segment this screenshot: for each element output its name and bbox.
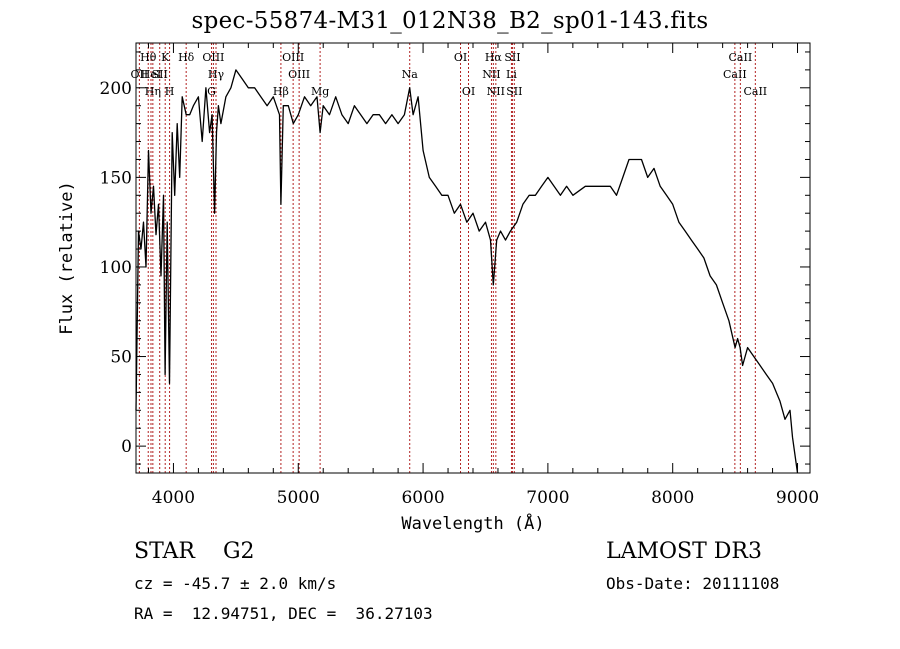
spectral-line-label: Hδ xyxy=(178,51,195,64)
spectral-line-label: Hα xyxy=(485,51,503,64)
y-tick-label: 50 xyxy=(110,348,132,368)
x-tick-label: 5000 xyxy=(277,488,320,508)
spectral-line-label: OII xyxy=(131,68,149,81)
y-tick-label: 150 xyxy=(100,168,132,188)
chart-title: spec-55874-M31_012N38_B2_sp01-143.fits xyxy=(191,8,709,34)
spectrum-line xyxy=(135,69,799,474)
spectral-line-label: Hθ xyxy=(140,51,157,64)
spectral-line-label: CaII xyxy=(729,51,753,64)
x-axis-label: Wavelength (Å) xyxy=(401,512,544,534)
spectral-line-label: OI xyxy=(462,85,475,98)
y-tick-label: 100 xyxy=(100,258,132,278)
spectral-line-label: OIII xyxy=(282,51,304,64)
spectral-line-label: OI xyxy=(454,51,467,64)
y-tick-label: 0 xyxy=(121,437,132,457)
survey-name: LAMOST DR3 xyxy=(606,539,762,564)
y-axis-label: Flux (relative) xyxy=(57,181,77,335)
spectral-line-label: NII xyxy=(487,85,505,98)
spectral-line-label: SII xyxy=(504,51,520,64)
coordinates-readout: RA = 12.94751, DEC = 36.27103 xyxy=(134,604,433,623)
spectral-line-label: NII xyxy=(482,68,500,81)
velocity-readout: cz = -45.7 ± 2.0 km/s xyxy=(134,574,337,593)
object-class: STAR G2 xyxy=(134,539,255,564)
y-tick-label: 200 xyxy=(100,79,132,99)
x-tick-label: 6000 xyxy=(401,488,444,508)
spectral-line-label: SII xyxy=(152,68,168,81)
spectral-line-label: K xyxy=(161,51,170,64)
x-tick-label: 9000 xyxy=(776,488,819,508)
x-tick-label: 8000 xyxy=(651,488,694,508)
spectral-line-label: Hη xyxy=(145,85,161,98)
x-tick-label: 7000 xyxy=(526,488,569,508)
spectral-line-label: CaII xyxy=(743,85,767,98)
spectral-line-label: SII xyxy=(506,85,522,98)
spectral-line-label: CaII xyxy=(723,68,747,81)
spectral-line-label: Hβ xyxy=(273,85,289,98)
spectral-line-label: OIII xyxy=(288,68,310,81)
spectral-line-label: Hγ xyxy=(208,68,225,81)
plot-frame xyxy=(135,42,811,474)
spectral-line-label: H xyxy=(165,85,175,98)
x-tick-label: 4000 xyxy=(152,488,195,508)
spectral-line-label: Li xyxy=(506,68,517,81)
spectral-line-label: Na xyxy=(402,68,419,81)
spectral-line-label: G xyxy=(207,85,216,98)
spectral-line-label: OIII xyxy=(202,51,224,64)
observation-date: Obs-Date: 20111108 xyxy=(606,574,780,593)
spectral-line-label: Mg xyxy=(311,85,329,98)
spectral-line-label: HeI xyxy=(141,68,161,81)
